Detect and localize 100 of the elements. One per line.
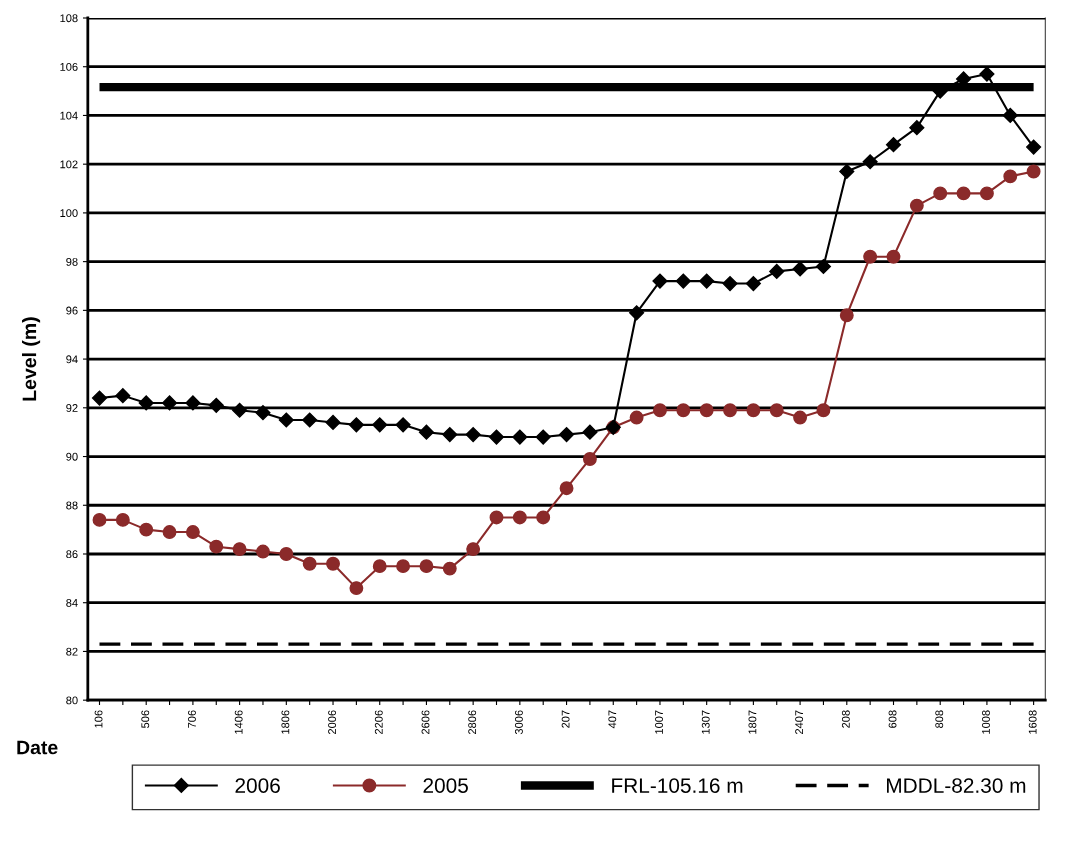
point — [185, 525, 200, 540]
point — [769, 403, 784, 418]
point — [115, 512, 130, 527]
point — [279, 547, 294, 561]
point — [489, 510, 504, 525]
x-tick-label: 2206 — [374, 710, 383, 735]
point — [652, 273, 668, 289]
point — [558, 427, 575, 443]
point — [909, 198, 924, 213]
point — [232, 402, 248, 418]
x-tick-label: 208 — [841, 710, 850, 728]
point — [653, 403, 667, 418]
point — [746, 403, 761, 418]
y-tick-label: 84 — [66, 598, 78, 607]
x-tick-label: 2006 — [328, 710, 337, 735]
x-tick-label: 207 — [561, 710, 570, 728]
point — [512, 510, 527, 525]
point — [232, 542, 247, 557]
x-tick-label: 1608 — [1028, 710, 1037, 734]
point — [699, 273, 715, 289]
point — [278, 412, 294, 428]
x-tick-label: 1007 — [655, 710, 663, 734]
x-tick-label: 2407 — [795, 710, 804, 735]
y-tick-label: 106 — [60, 62, 78, 71]
point — [933, 186, 948, 201]
point — [885, 137, 902, 153]
point — [442, 427, 458, 443]
point — [466, 542, 481, 557]
y-tick-label: 92 — [66, 404, 78, 412]
point — [536, 510, 551, 525]
x-tick-label: 1406 — [234, 710, 243, 734]
point — [512, 429, 528, 445]
point — [676, 403, 691, 418]
point — [909, 120, 925, 136]
y-tick-label: 90 — [66, 452, 78, 461]
point — [886, 249, 901, 264]
legend-label: 2006 — [235, 778, 280, 793]
x-tick-label: 1307 — [701, 710, 710, 734]
x-tick-label: 608 — [888, 710, 897, 728]
point — [372, 417, 388, 433]
y-axis-title: Level (m) — [21, 317, 41, 401]
x-tick-label: 808 — [935, 710, 944, 728]
point — [465, 427, 481, 443]
x-tick-label: 506 — [141, 710, 150, 728]
y-tick-label: 96 — [66, 306, 78, 315]
point — [675, 273, 691, 289]
point — [348, 417, 364, 433]
y-tick-label: 86 — [66, 550, 78, 559]
point — [699, 403, 714, 418]
point — [209, 539, 224, 554]
y-tick-label: 80 — [66, 696, 78, 705]
point — [326, 556, 340, 571]
x-tick-label: 3006 — [514, 710, 523, 735]
x-tick-label: 407 — [608, 710, 617, 729]
point — [256, 544, 270, 559]
legend-label: MDDL-82.30 m — [887, 778, 1026, 793]
point — [723, 403, 737, 418]
x-tick-label: 1807 — [748, 710, 757, 734]
point — [745, 275, 761, 292]
x-tick-label: 2806 — [468, 710, 477, 735]
point — [839, 163, 855, 180]
point — [138, 395, 154, 411]
point — [302, 556, 317, 571]
point — [629, 305, 645, 321]
point — [372, 559, 387, 574]
point — [862, 154, 878, 170]
point — [396, 559, 411, 574]
point — [629, 410, 644, 425]
point — [979, 66, 995, 82]
point — [442, 561, 457, 576]
x-tick-label: 106 — [94, 710, 103, 728]
y-tick-label: 88 — [66, 501, 78, 510]
x-tick-label: 706 — [188, 710, 196, 728]
point — [1026, 164, 1041, 179]
x-tick-label: 2606 — [421, 710, 430, 735]
point — [349, 581, 364, 596]
point — [1002, 107, 1018, 124]
point — [208, 397, 224, 413]
point — [302, 412, 318, 428]
point — [419, 559, 434, 574]
point — [816, 403, 831, 418]
y-tick-label: 104 — [60, 111, 78, 120]
point — [488, 429, 505, 445]
x-axis-title: Date — [17, 740, 58, 755]
point — [162, 525, 177, 540]
point — [769, 263, 785, 279]
point — [535, 429, 551, 445]
point — [793, 410, 808, 425]
y-tick-label: 98 — [66, 257, 78, 266]
point — [161, 395, 178, 411]
point — [863, 249, 878, 264]
point — [956, 186, 971, 201]
point — [92, 512, 107, 527]
y-tick-label: 100 — [60, 209, 78, 218]
point — [139, 522, 154, 537]
legend-label: 2005 — [423, 778, 468, 793]
point — [395, 417, 411, 433]
point — [815, 258, 832, 275]
point — [839, 308, 854, 323]
x-tick-label: 1806 — [281, 710, 290, 734]
